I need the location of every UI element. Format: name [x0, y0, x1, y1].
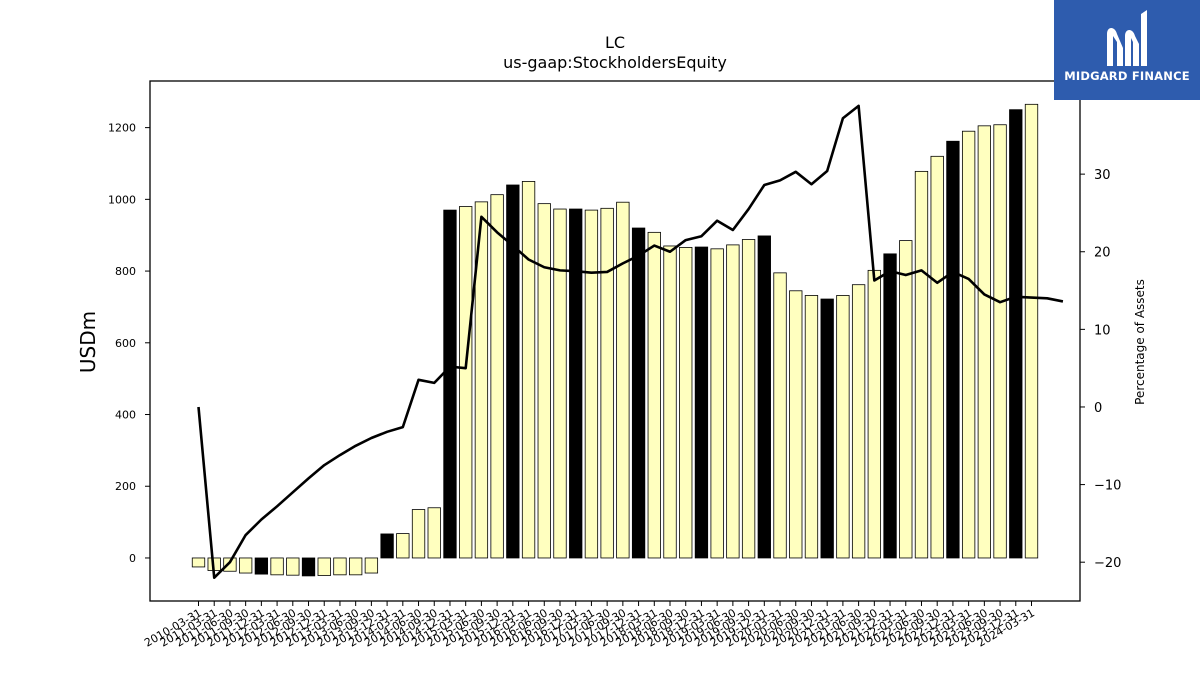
bar-30 — [663, 245, 677, 559]
bar-10 — [349, 557, 363, 576]
bar-7 — [301, 557, 316, 577]
bar-16 — [443, 209, 457, 559]
y2-tick-label: 0 — [1094, 401, 1102, 416]
y2-axis-label: Percentage of Assets — [1133, 279, 1147, 405]
bar-2 — [223, 557, 237, 572]
bar-13 — [396, 533, 410, 559]
bar-0 — [191, 557, 206, 568]
bar-38 — [789, 290, 803, 559]
bar-51 — [993, 124, 1007, 559]
chart-subtitle: us-gaap:StockholdersEquity — [503, 53, 727, 72]
bar-31 — [679, 246, 693, 559]
bar-27 — [616, 201, 630, 559]
bar-36 — [757, 235, 771, 559]
bar-37 — [773, 272, 787, 559]
bar-42 — [851, 284, 866, 559]
bar-50 — [977, 125, 991, 559]
bar-39 — [804, 295, 819, 559]
brand-logo: MIDGARD FINANCE — [1054, 0, 1200, 100]
bar-20 — [506, 184, 520, 559]
bar-28 — [631, 227, 646, 559]
bar-40 — [820, 298, 834, 559]
bar-53 — [1024, 103, 1039, 559]
plot-frame — [149, 80, 1081, 602]
bar-5 — [270, 557, 284, 576]
y2-tick-label: 30 — [1094, 168, 1111, 183]
bar-45 — [899, 240, 913, 559]
y2-tick-label: 10 — [1094, 323, 1111, 338]
bar-33 — [710, 248, 724, 559]
chart-title: LC — [605, 33, 625, 52]
y-axis-label: USDm — [76, 311, 100, 373]
bar-47 — [930, 155, 944, 559]
y-tick-label: 400 — [115, 409, 136, 422]
bar-46 — [914, 170, 929, 559]
bar-21 — [521, 181, 536, 559]
y-tick-label: 1000 — [108, 193, 136, 206]
bar-22 — [537, 203, 551, 559]
y2-tick-label: 20 — [1094, 246, 1111, 261]
brand-name: MIDGARD FINANCE — [1064, 69, 1190, 83]
bar-6 — [286, 557, 300, 576]
y2-tick-label: −20 — [1094, 556, 1121, 571]
bar-41 — [836, 295, 850, 559]
y-tick-label: 800 — [115, 265, 136, 278]
bar-18 — [474, 201, 489, 559]
midgard-m-icon — [1107, 10, 1147, 66]
bar-29 — [647, 231, 661, 559]
bar-43 — [867, 269, 881, 559]
bar-12 — [380, 533, 394, 559]
y2-tick-label: −10 — [1094, 479, 1121, 494]
bar-19 — [490, 194, 504, 559]
y-tick-label: 200 — [115, 480, 136, 493]
bar-15 — [427, 507, 441, 559]
bar-48 — [946, 140, 960, 559]
bar-35 — [741, 239, 756, 559]
y-tick-label: 1200 — [108, 122, 136, 135]
bar-26 — [600, 207, 614, 559]
y-tick-label: 600 — [115, 337, 136, 350]
bar-4 — [254, 557, 269, 575]
bar-32 — [694, 246, 709, 559]
bar-3 — [238, 557, 253, 574]
bar-17 — [459, 206, 473, 559]
percentage-line — [197, 104, 1064, 580]
bar-34 — [726, 244, 740, 559]
bar-8 — [317, 557, 331, 576]
bar-11 — [364, 557, 379, 574]
bar-24 — [569, 208, 583, 559]
bar-49 — [961, 130, 976, 559]
bar-25 — [584, 209, 599, 559]
bar-14 — [411, 509, 426, 559]
bar-52 — [1009, 109, 1023, 559]
bar-23 — [553, 208, 567, 559]
bar-9 — [333, 557, 347, 576]
bar-44 — [883, 253, 897, 559]
y-tick-label: 0 — [129, 552, 136, 565]
